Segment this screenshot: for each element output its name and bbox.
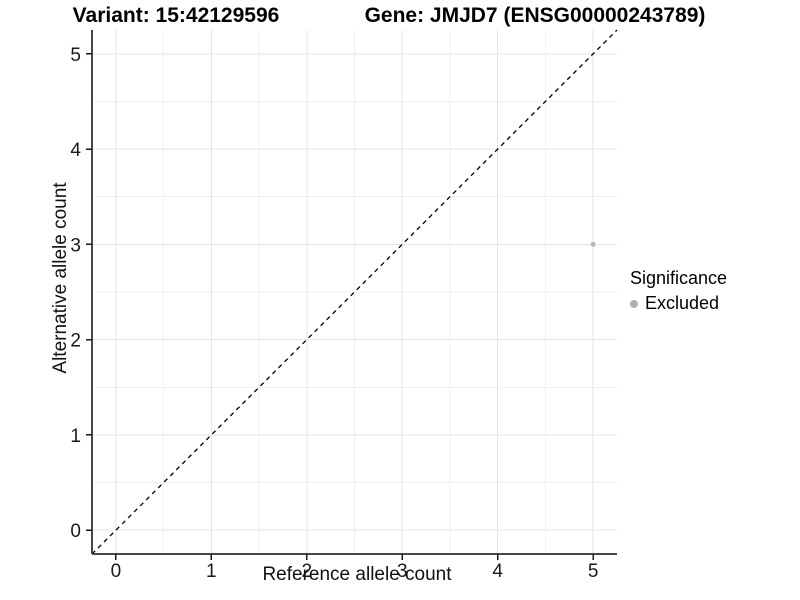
x-tick-label: 3 <box>397 561 408 582</box>
variant-title: Variant: 15:42129596 <box>72 4 280 27</box>
minor-gridlines <box>92 30 617 554</box>
legend-item-label: Excluded <box>645 293 720 313</box>
y-tick-label: 0 <box>70 521 81 542</box>
y-tick-label: 5 <box>70 45 81 66</box>
y-tick-label: 4 <box>70 140 81 161</box>
tick-labels: 0 1 2 3 4 5 0 1 2 3 4 5 <box>70 45 598 582</box>
y-tick-label: 1 <box>70 426 81 447</box>
x-tick-label: 5 <box>588 561 599 582</box>
tick-marks <box>86 53 594 560</box>
axis-lines <box>91 30 617 555</box>
data-point <box>590 241 596 247</box>
gene-title: Gene: JMJD7 (ENSG00000243789) <box>364 4 706 27</box>
y-axis-title: Alternative allele count <box>50 182 71 374</box>
x-axis-title: Reference allele count <box>262 564 452 585</box>
y-tick-label: 2 <box>70 331 81 352</box>
y-tick-label: 3 <box>70 235 81 256</box>
data-points <box>590 241 596 247</box>
legend-item: Excluded <box>630 293 727 314</box>
legend-items: Excluded <box>630 293 727 314</box>
legend-title: Significance <box>630 268 728 288</box>
x-tick-label: 4 <box>492 561 503 582</box>
major-gridlines <box>92 30 617 554</box>
legend-point-icon <box>630 299 638 308</box>
x-tick-label: 1 <box>206 561 217 582</box>
legend: Significance Excluded <box>630 268 727 314</box>
x-tick-label: 0 <box>111 561 122 582</box>
x-tick-label: 2 <box>301 561 312 582</box>
